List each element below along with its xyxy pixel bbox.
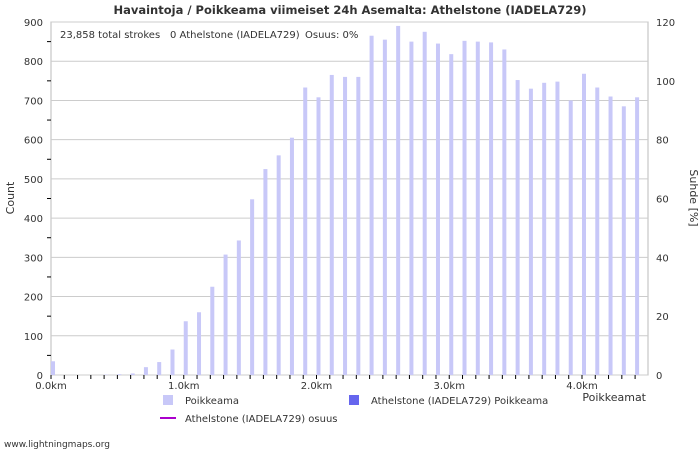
y-tick-label: 100 bbox=[24, 332, 43, 343]
legend-ratio: Athelstone (IADELA729) osuus bbox=[185, 414, 338, 425]
bar bbox=[250, 199, 255, 375]
bar bbox=[263, 169, 268, 375]
legend-station: Athelstone (IADELA729) Poikkeama bbox=[371, 396, 548, 407]
bar bbox=[396, 25, 401, 376]
y2-tick-label: 80 bbox=[656, 136, 669, 147]
bar bbox=[462, 40, 467, 376]
bar bbox=[582, 73, 586, 376]
bar bbox=[555, 81, 560, 376]
bar bbox=[528, 88, 533, 375]
ratio-text: Osuus: 0% bbox=[305, 30, 358, 41]
y2-axis-label: Suhde [%] bbox=[687, 169, 700, 226]
y-tick-label: 600 bbox=[24, 136, 43, 147]
x-tick-label: 3.0km bbox=[434, 381, 465, 392]
bar bbox=[502, 49, 507, 375]
legend-swatch-poikkeama bbox=[163, 395, 173, 405]
y-tick-label: 900 bbox=[24, 18, 43, 29]
bar bbox=[621, 106, 626, 376]
bar bbox=[409, 41, 414, 375]
bar bbox=[608, 96, 613, 376]
bar bbox=[157, 362, 162, 375]
x-tick-label: 0.0km bbox=[35, 381, 66, 392]
y-tick-label: 700 bbox=[24, 96, 43, 107]
y-tick-label: 300 bbox=[24, 253, 43, 264]
y2-tick-label: 60 bbox=[656, 195, 669, 206]
bar bbox=[170, 349, 175, 375]
bar bbox=[449, 54, 454, 375]
y-tick-label: 200 bbox=[24, 293, 43, 304]
bar bbox=[289, 137, 294, 375]
y2-tick-label: 120 bbox=[656, 18, 675, 29]
y-tick-label: 0 bbox=[37, 371, 43, 382]
y-axis-label: Count bbox=[4, 181, 17, 214]
y-tick-label: 400 bbox=[24, 214, 43, 225]
bar bbox=[223, 254, 228, 375]
bar bbox=[475, 41, 480, 375]
bar bbox=[595, 87, 600, 376]
footer-url: www.lightningmaps.org bbox=[4, 440, 110, 450]
bar bbox=[130, 373, 135, 375]
x-axis-label: Poikkeamat bbox=[582, 391, 646, 404]
y2-tick-label: 40 bbox=[656, 253, 669, 264]
plot-area bbox=[50, 21, 649, 376]
bar bbox=[382, 39, 387, 376]
bar bbox=[489, 42, 494, 375]
bar bbox=[356, 76, 361, 376]
bar bbox=[435, 43, 440, 375]
legend-poikkeama: Poikkeama bbox=[185, 396, 239, 407]
bar bbox=[303, 87, 308, 376]
y2-tick-label: 20 bbox=[656, 312, 669, 323]
bar bbox=[210, 286, 215, 375]
bar bbox=[276, 155, 281, 375]
bar bbox=[183, 321, 188, 375]
bar bbox=[542, 82, 547, 376]
x-tick-label: 1.0km bbox=[168, 381, 199, 392]
bar bbox=[568, 100, 573, 375]
bar bbox=[51, 361, 55, 375]
legend-swatch-station bbox=[349, 395, 359, 405]
bar bbox=[316, 97, 321, 375]
bar bbox=[422, 31, 427, 376]
y2-tick-label: 0 bbox=[656, 371, 662, 382]
x-tick-label: 2.0km bbox=[301, 381, 332, 392]
bar bbox=[343, 76, 348, 376]
station-strokes: 0 Athelstone (IADELA729) bbox=[170, 30, 300, 41]
bar bbox=[117, 374, 122, 375]
bar bbox=[369, 35, 374, 375]
bar bbox=[635, 97, 640, 375]
chart-title: Havaintoja / Poikkeama viimeiset 24h Ase… bbox=[113, 3, 586, 17]
y2-tick-label: 100 bbox=[656, 77, 675, 88]
bar bbox=[329, 74, 334, 375]
y-tick-label: 800 bbox=[24, 57, 43, 68]
bar bbox=[143, 367, 148, 375]
x-tick-label: 4.0km bbox=[566, 381, 597, 392]
y-tick-label: 500 bbox=[24, 175, 43, 186]
bar bbox=[515, 80, 520, 375]
bar bbox=[197, 312, 202, 375]
total-strokes: 23,858 total strokes bbox=[60, 30, 160, 41]
bar bbox=[236, 240, 241, 375]
